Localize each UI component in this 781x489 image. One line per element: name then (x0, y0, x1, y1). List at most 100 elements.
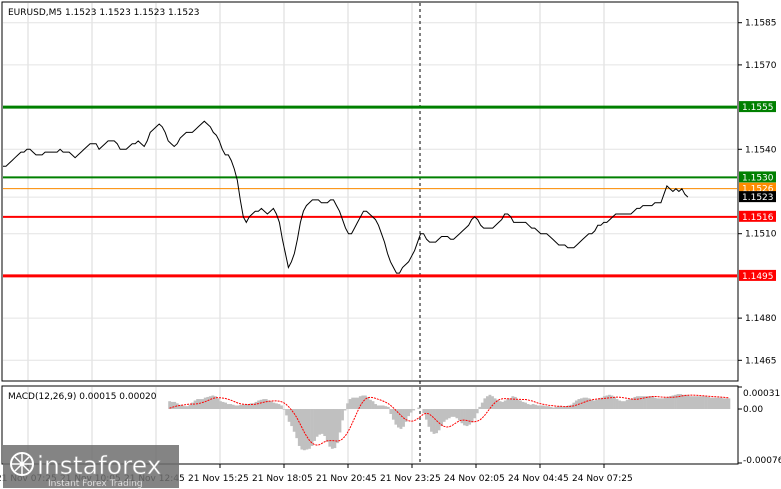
macd-bar (389, 409, 393, 414)
macd-bar (661, 398, 665, 410)
macd-bar (247, 404, 250, 410)
macd-bar (333, 409, 337, 449)
current-price-label: 1.1523 (742, 193, 774, 203)
macd-bar (552, 407, 555, 410)
macd-bar (241, 404, 245, 410)
macd-bar (646, 396, 649, 410)
macd-bar (506, 399, 510, 410)
macd-bar (287, 409, 291, 422)
macd-bar (231, 404, 235, 410)
macd-bar (178, 404, 182, 410)
macd-bar (508, 398, 512, 410)
chart-title: EURUSD,M5 1.1523 1.1523 1.1523 1.1523 (8, 8, 200, 18)
macd-bar (280, 405, 283, 410)
macd-y-tick-label: -0.00076 (743, 456, 781, 466)
macd-bar (536, 405, 540, 410)
level-label: 1.1530 (742, 173, 774, 183)
macd-bar (269, 401, 273, 410)
macd-bar (371, 401, 375, 410)
macd-bar (521, 401, 525, 410)
macd-bar (651, 396, 655, 410)
macd-bar (704, 396, 708, 410)
macd-bar (524, 402, 527, 410)
macd-bar (483, 398, 487, 410)
macd-bar (224, 402, 227, 410)
macd-bar (381, 405, 385, 410)
macd-bar (351, 397, 355, 410)
macd-bar (625, 399, 629, 410)
macd-bar (206, 396, 210, 410)
macd-bar (503, 400, 507, 410)
macd-bar (358, 396, 362, 410)
macd-bar (369, 399, 372, 410)
x-tick-label: 24 Nov 02:05 (444, 474, 505, 484)
macd-bar (252, 403, 255, 410)
macd-bar (264, 399, 268, 410)
macd-bar (346, 403, 349, 410)
macd-bar (679, 394, 682, 410)
macd-bar (470, 409, 474, 423)
macd-y-tick-label: 0.00 (743, 405, 763, 415)
macd-bar (549, 406, 553, 410)
macd-bar (491, 396, 494, 410)
macd-bar (613, 396, 616, 410)
macd-bar (297, 409, 301, 446)
macd-bar (437, 409, 441, 431)
macd-bar (493, 398, 497, 410)
x-tick-label: 21 Nov 23:25 (380, 474, 441, 484)
macd-bar (534, 404, 538, 410)
macd-bar (684, 394, 688, 410)
y-tick-label: 1.1465 (745, 356, 777, 366)
macd-bar (379, 405, 383, 410)
macd-bar (320, 409, 324, 434)
macd-bar (478, 406, 482, 410)
macd-bar (602, 396, 606, 410)
macd-bar (249, 403, 253, 410)
macd-bar (341, 409, 344, 421)
macd-bar (615, 399, 619, 410)
macd-bar (404, 409, 408, 422)
level-label-bg (739, 210, 776, 222)
macd-bar (427, 409, 431, 427)
macd-bar (363, 395, 367, 410)
macd-bar (440, 409, 444, 427)
macd-bar (450, 409, 454, 417)
macd-bar (407, 409, 411, 417)
macd-bar (452, 409, 456, 417)
macd-bar (513, 396, 517, 410)
macd-bar (193, 400, 197, 410)
macd-bar (399, 409, 403, 429)
macd-bar (272, 402, 276, 410)
macd-bar (712, 397, 716, 410)
macd-bar (724, 398, 728, 410)
macd-bar (285, 409, 288, 416)
macd-bar (544, 406, 548, 410)
macd-bar (208, 396, 212, 410)
macd-bar (234, 405, 238, 410)
macd-bar (465, 409, 469, 427)
level-label-bg (739, 171, 776, 183)
macd-bar (376, 405, 380, 410)
macd-bar (516, 399, 520, 410)
macd-bar (569, 404, 573, 410)
macd-bar (191, 402, 194, 410)
macd-bar (168, 401, 172, 410)
macd-bar (244, 404, 248, 410)
y-tick-label: 1.1540 (745, 145, 777, 155)
macd-signal-line (169, 394, 729, 446)
y-tick-label: 1.1510 (745, 230, 777, 240)
macd-bar (473, 409, 477, 419)
macd-bar (343, 409, 347, 411)
x-tick-label: 21 Nov 18:05 (252, 474, 313, 484)
macd-y-tick-label: 0.00031 (743, 389, 780, 399)
macd-bar (633, 396, 637, 410)
macd-bar (186, 406, 189, 410)
macd-bar (417, 407, 421, 410)
level-label: 1.1495 (742, 272, 774, 282)
macd-bar (412, 409, 416, 411)
macd-bar (305, 409, 309, 450)
macd-bar (292, 409, 296, 432)
level-label-bg (739, 182, 776, 194)
macd-bar (541, 405, 545, 410)
macd-bar (325, 409, 329, 442)
